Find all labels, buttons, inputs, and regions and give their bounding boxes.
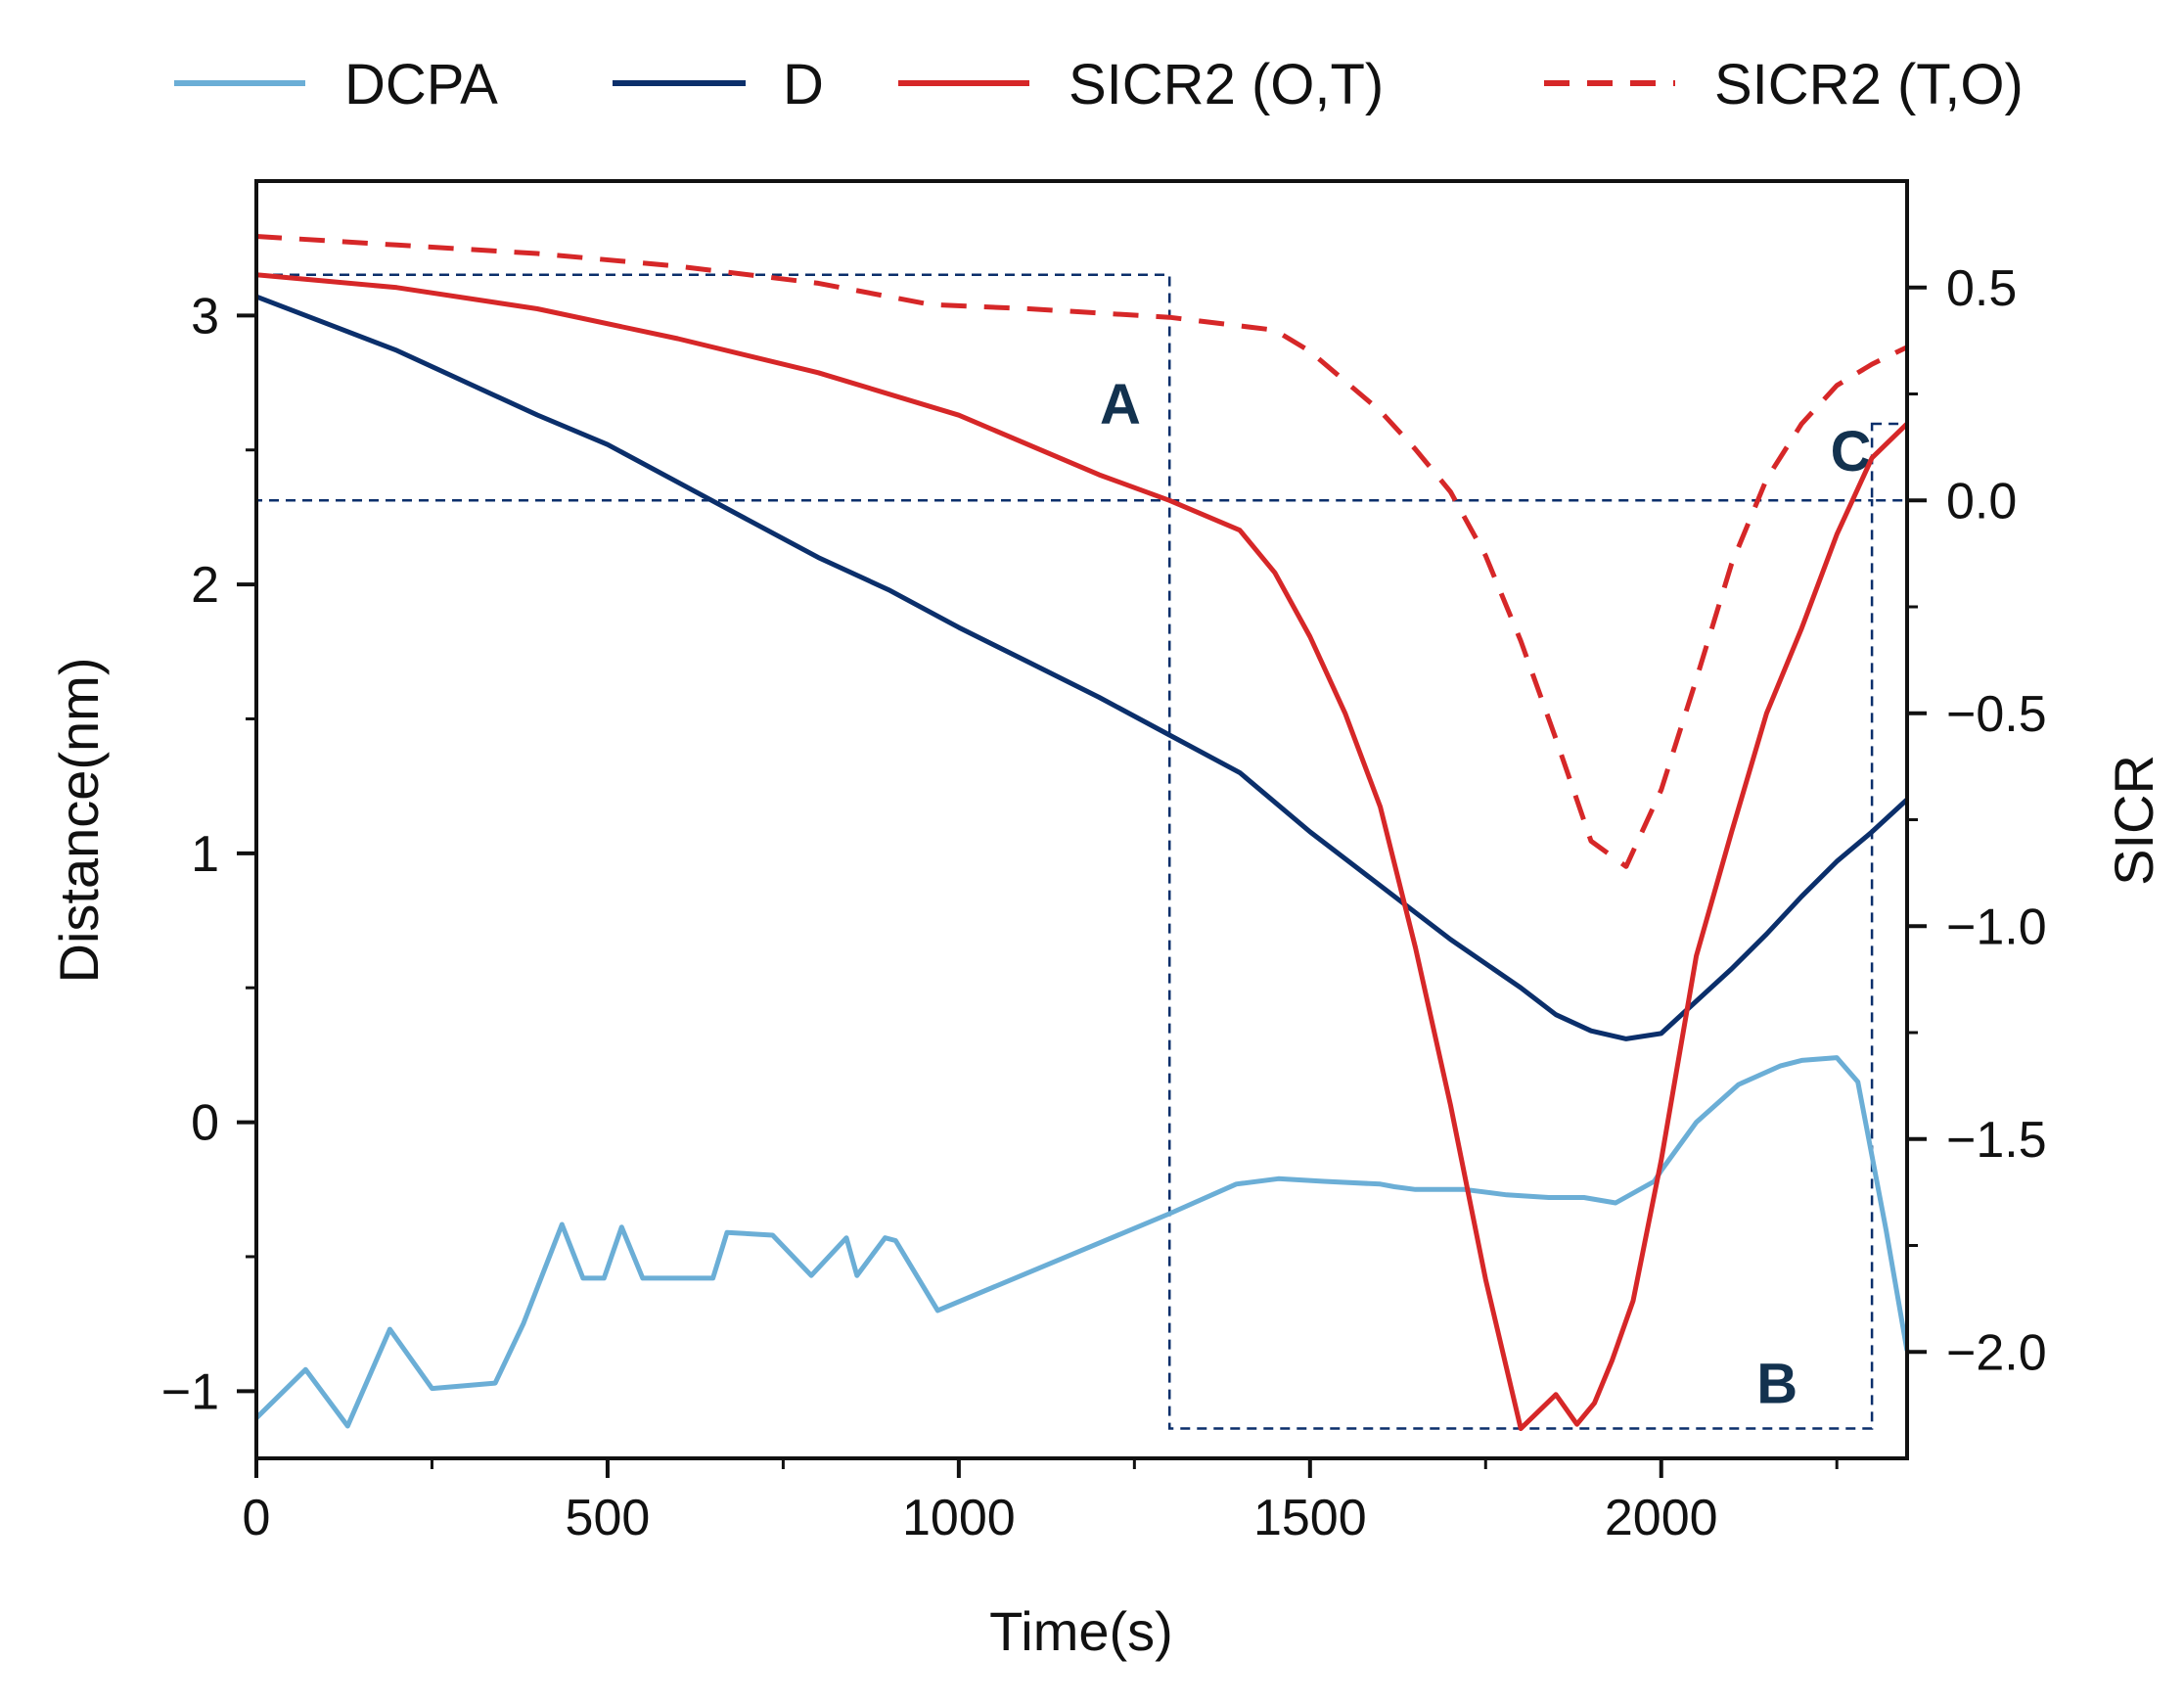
y2-tick-label: −1.0 <box>1946 899 2047 955</box>
legend-item-d: D <box>613 53 824 116</box>
y2-tick-label: −1.5 <box>1946 1112 2047 1169</box>
y-tick-label: 0 <box>191 1095 219 1152</box>
y2-tick-label: −2.0 <box>1946 1324 2047 1381</box>
y2-tick-label: 0.0 <box>1946 473 2017 530</box>
legend-item-sicr2-ot: SICR2 (O,T) <box>898 53 1384 116</box>
y-axis-title: Distance(nm) <box>48 658 110 984</box>
series-layer <box>254 234 1910 1432</box>
y2-tick-label: −0.5 <box>1946 686 2047 743</box>
axes: 0 500 1000 1500 2000 −1 0 1 2 3 0.5 0.0 −0.5 −1.0 −1.5… <box>161 260 2047 1546</box>
plot-frame <box>254 179 1909 1460</box>
legend: DCPA D SICR2 (O,T) SICR2 (T,O) <box>174 53 2024 116</box>
legend-item-dcpa: DCPA <box>174 53 498 116</box>
series-line-dcpa <box>254 1055 1910 1429</box>
region-box-c <box>1870 422 1909 502</box>
x-tick-label: 0 <box>243 1490 271 1546</box>
x-tick-label: 500 <box>566 1490 651 1546</box>
y2-tick-label: 0.5 <box>1946 260 2017 317</box>
legend-label-sicr2-ot: SICR2 (O,T) <box>1069 53 1384 116</box>
legend-label-sicr2-to: SICR2 (T,O) <box>1714 53 2024 116</box>
region-label-a: A <box>1100 373 1141 437</box>
series-line-sicr2-t-o <box>255 234 1909 869</box>
x-tick-label: 2000 <box>1605 1490 1718 1546</box>
y-tick-label: −1 <box>161 1363 219 1420</box>
y-tick-label: 3 <box>191 288 219 345</box>
x-axis-title: Time(s) <box>989 1600 1173 1662</box>
highlight-regions: ABC <box>254 273 1909 1430</box>
y2-axis-title: SICR <box>2103 755 2164 886</box>
series-line-d <box>255 294 1909 1041</box>
legend-item-sicr2-to: SICR2 (T,O) <box>1544 53 2024 116</box>
legend-label-dcpa: DCPA <box>344 53 498 116</box>
x-tick-label: 1500 <box>1253 1490 1367 1546</box>
y-tick-label: 1 <box>191 826 219 883</box>
x-tick-label: 1000 <box>902 1490 1016 1546</box>
series-line-sicr2-o-t <box>255 272 1909 1432</box>
region-label-b: B <box>1756 1352 1797 1415</box>
legend-label-d: D <box>783 53 824 116</box>
y-tick-label: 2 <box>191 557 219 614</box>
